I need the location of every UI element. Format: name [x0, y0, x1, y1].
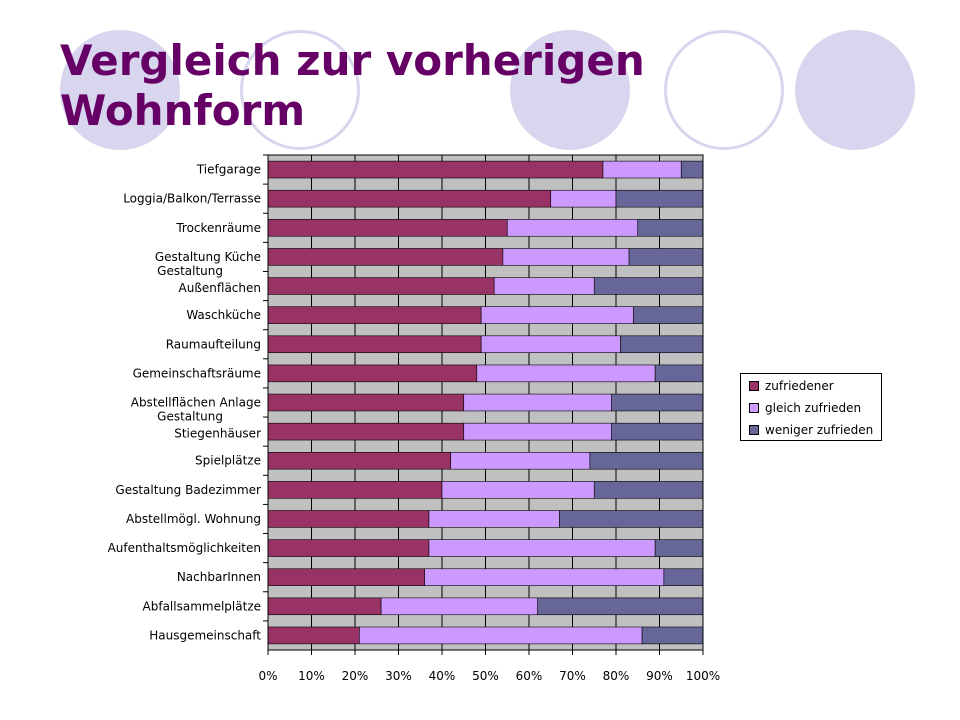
category-label: Waschküche: [186, 308, 261, 322]
x-tick-label: 0%: [258, 669, 277, 683]
legend-swatch-gleich-zufrieden: [749, 402, 759, 413]
bar-segment: [637, 219, 704, 237]
bar-segment: [267, 393, 465, 412]
category-label: NachbarInnen: [177, 570, 261, 584]
legend: zufriedener gleich zufrieden weniger zuf…: [740, 373, 882, 441]
x-tick-label: 20%: [342, 669, 369, 683]
bar-segment: [602, 160, 682, 179]
category-label: Hausgemeinschaft: [149, 628, 261, 642]
category-label: Tiefgarage: [196, 163, 261, 177]
bar-segment: [628, 248, 704, 266]
category-label: Aufenthaltsmöglichkeiten: [108, 541, 261, 555]
legend-label-weniger-zufrieden: weniger zufrieden: [765, 423, 874, 437]
category-label: Trockenräume: [175, 221, 261, 235]
bar-segment: [267, 277, 495, 295]
bar-segment: [267, 335, 482, 354]
bar-segment: [654, 539, 704, 557]
category-label: Gestaltung Stiegenhäuser: [157, 410, 261, 441]
bar-segment: [480, 335, 621, 354]
bar-segment: [493, 277, 595, 295]
category-label: Gemeinschaftsräume: [133, 366, 261, 380]
bar-segment: [267, 568, 425, 586]
tick-labels: 0% 10% 20% 30% 40% 50% 60% 70% 80% 90% 100%: [258, 650, 720, 683]
bar-segment: [267, 306, 482, 324]
legend-item-gleich-zufrieden: gleich zufrieden: [749, 400, 861, 416]
bar-segment: [428, 539, 656, 557]
bar-segment: [663, 568, 704, 586]
category-label: Abstellflächen Anlage: [131, 396, 261, 410]
bar-segment: [267, 626, 360, 645]
bar-segment: [620, 335, 704, 354]
bar-segment: [463, 422, 612, 441]
category-label: Gestaltung Badezimmer: [115, 483, 261, 497]
bar-segment: [641, 626, 704, 645]
decorative-circle-5: [795, 30, 915, 150]
x-tick-label: 40%: [429, 669, 456, 683]
legend-item-weniger-zufrieden: weniger zufrieden: [749, 422, 873, 438]
bar-segment: [267, 510, 430, 528]
bar-segment: [537, 597, 704, 616]
bar-segment: [680, 160, 704, 179]
bar-segment: [593, 277, 704, 295]
decorative-circle-4: [664, 30, 784, 150]
bar-segment: [267, 481, 443, 499]
bar-segment: [559, 510, 704, 528]
bar-segment: [267, 422, 465, 441]
legend-swatch-weniger-zufrieden: [749, 424, 759, 435]
bar-segment: [654, 364, 704, 383]
bar-segment: [267, 248, 504, 266]
bar-segment: [267, 189, 552, 208]
bar-segment: [267, 451, 451, 470]
x-tick-label: 10%: [298, 669, 325, 683]
bar-segment: [424, 568, 665, 586]
category-label: Gestaltung Außenflächen: [157, 264, 261, 295]
slide-title: Vergleich zur vorherigen Wohnform: [60, 36, 645, 135]
x-tick-label: 100%: [686, 669, 720, 683]
legend-label-zufriedener: zufriedener: [765, 379, 834, 393]
x-tick-label: 30%: [385, 669, 412, 683]
x-tick-label: 50%: [472, 669, 499, 683]
bar-segment: [463, 393, 612, 412]
bar-segment: [267, 364, 478, 383]
category-labels: Tiefgarage Loggia/Balkon/Terrasse Trockenr…: [108, 154, 268, 642]
category-label: Abfallsammelplätze: [143, 599, 261, 613]
bar-segment: [480, 306, 634, 324]
legend-item-zufriedener: zufriedener: [749, 378, 834, 394]
bar-segment: [450, 451, 591, 470]
category-label: Loggia/Balkon/Terrasse: [123, 192, 261, 206]
decorative-circle-2: [240, 30, 360, 150]
bars: [267, 160, 704, 645]
bar-segment: [550, 189, 617, 208]
legend-label-gleich-zufrieden: gleich zufrieden: [765, 401, 862, 415]
bar-segment: [589, 451, 704, 470]
bar-segment: [611, 422, 704, 441]
bar-segment: [615, 189, 704, 208]
bar-segment: [267, 539, 430, 557]
category-label: Abstellmögl. Wohnung: [126, 512, 261, 526]
bar-segment: [476, 364, 656, 383]
bar-segment: [267, 597, 382, 616]
x-tick-label: 90%: [646, 669, 673, 683]
bar-segment: [633, 306, 704, 324]
bar-segment: [267, 160, 604, 179]
legend-swatch-zufriedener: [749, 380, 759, 391]
bar-segment: [611, 393, 704, 412]
bar-segment: [380, 597, 539, 616]
x-tick-label: 70%: [559, 669, 586, 683]
bar-segment: [593, 481, 704, 499]
x-tick-label: 60%: [516, 669, 543, 683]
bar-segment: [441, 481, 595, 499]
bar-segment: [428, 510, 560, 528]
bar-segment: [359, 626, 643, 645]
category-label: Spielplätze: [195, 454, 261, 468]
category-label: Gestaltung Küche: [155, 250, 261, 264]
decorative-circle-1: [60, 30, 180, 150]
x-tick-label: 80%: [603, 669, 630, 683]
bar-segment: [502, 248, 630, 266]
bar-segment: [267, 219, 508, 237]
decorative-circle-3: [510, 30, 630, 150]
bar-segment: [506, 219, 639, 237]
category-label: Raumaufteilung: [166, 337, 261, 351]
